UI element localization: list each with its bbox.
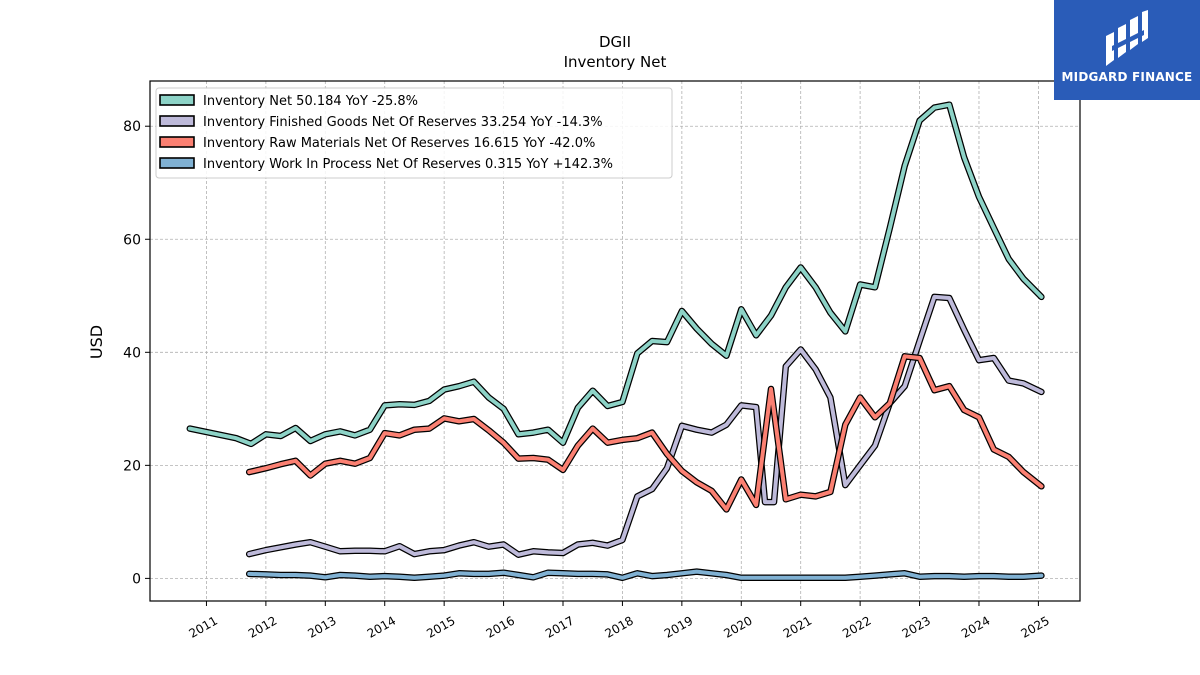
x-tick-label: 2023 [900, 613, 933, 640]
y-tick-label: 60 [123, 232, 141, 248]
midgard-logo-icon [1106, 10, 1148, 66]
series-line-inventory-raw-materials-net-of-reserves [247, 354, 1044, 512]
x-tick-label: 2022 [840, 613, 873, 640]
series-line-inventory-finished-goods-net-of-reserves [247, 294, 1044, 557]
legend-swatch [159, 157, 195, 169]
x-tick-label: 2018 [602, 613, 635, 640]
brand-name: MIDGARD FINANCE [1061, 70, 1193, 84]
legend: Inventory Net 50.184 YoY -25.8% Inventory… [155, 87, 673, 179]
series-line-inventory-work-in-process-net-of-reserves [247, 569, 1044, 580]
x-tick-label: 2014 [365, 613, 398, 640]
brand-logo: MIDGARD FINANCE [1054, 0, 1200, 100]
legend-label: Inventory Raw Materials Net Of Reserves … [203, 136, 595, 151]
x-tick-label: 2024 [959, 613, 992, 640]
x-tick-label: 2021 [781, 613, 814, 640]
legend-swatch [159, 136, 195, 148]
legend-box [155, 87, 673, 179]
chart-subtitle: Inventory Net [564, 53, 667, 71]
x-tick-label: 2017 [543, 613, 576, 640]
plot-frame [149, 80, 1081, 602]
legend-label: Inventory Finished Goods Net Of Reserves… [203, 115, 603, 130]
x-tick-label: 2025 [1018, 613, 1051, 640]
y-tick-label: 20 [123, 458, 141, 474]
x-tick-label: 2020 [721, 613, 754, 640]
y-tick-label: 0 [132, 571, 141, 587]
x-tick-label: 2011 [186, 613, 219, 640]
chart-title: DGII [599, 33, 631, 51]
series-group [186, 101, 1045, 582]
y-tick-label: 80 [123, 119, 141, 135]
series-line-inventory-net [187, 102, 1044, 446]
x-tick-label: 2015 [424, 613, 457, 640]
x-tick-label: 2019 [662, 613, 695, 640]
legend-label: Inventory Net 50.184 YoY -25.8% [203, 94, 418, 109]
y-tick-label: 40 [123, 345, 141, 361]
x-tick-label: 2013 [305, 613, 338, 640]
x-tick-label: 2012 [246, 613, 279, 640]
x-tick-label: 2016 [484, 613, 517, 640]
legend-label: Inventory Work In Process Net Of Reserve… [203, 157, 613, 172]
y-axis-label: USD [87, 325, 106, 359]
legend-swatch [159, 94, 195, 106]
legend-swatch [159, 115, 195, 127]
axis-ticks: 0 20 40 60 80 2011 2012 2013 2014 2015 2016 2017 201… [123, 119, 1052, 641]
